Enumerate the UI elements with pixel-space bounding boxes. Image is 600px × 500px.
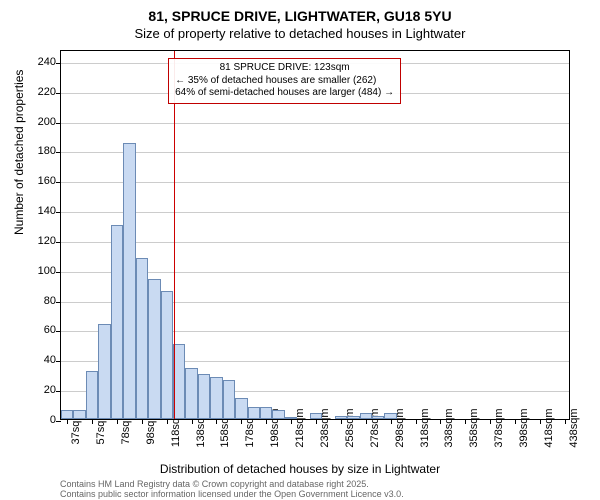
x-tick-label: 438sqm (568, 408, 580, 447)
histogram-bar (61, 410, 73, 419)
histogram-bar (86, 371, 98, 419)
y-tick-label: 140 (0, 205, 56, 217)
histogram-bar (248, 407, 260, 419)
y-tick-label: 0 (0, 414, 56, 426)
y-tick-label: 100 (0, 265, 56, 277)
y-tick-label: 200 (0, 116, 56, 128)
annotation-line-larger: 64% of semi-detached houses are larger (… (175, 87, 394, 100)
histogram-bar (123, 143, 135, 419)
histogram-bar (161, 291, 173, 419)
chart-title: 81, SPRUCE DRIVE, LIGHTWATER, GU18 5YU (0, 0, 600, 24)
histogram-bar (223, 380, 235, 419)
histogram-bar (98, 324, 110, 419)
y-tick-label: 240 (0, 56, 56, 68)
histogram-bar (73, 410, 85, 419)
plot-area: 81 SPRUCE DRIVE: 123sqm← 35% of detached… (60, 50, 570, 420)
y-tick-label: 80 (0, 295, 56, 307)
y-tick-label: 220 (0, 86, 56, 98)
y-tick-label: 180 (0, 145, 56, 157)
chart-subtitle: Size of property relative to detached ho… (0, 24, 600, 41)
histogram-bar (198, 374, 210, 419)
histogram-bar (136, 258, 148, 419)
y-tick-label: 60 (0, 324, 56, 336)
y-tick-label: 20 (0, 384, 56, 396)
chart-container: 81, SPRUCE DRIVE, LIGHTWATER, GU18 5YU S… (0, 0, 600, 500)
attribution-line1: Contains HM Land Registry data © Crown c… (60, 479, 404, 489)
histogram-bar (360, 413, 372, 419)
y-tick-label: 160 (0, 175, 56, 187)
histogram-bar (185, 368, 197, 419)
y-tick-label: 40 (0, 354, 56, 366)
histogram-bar (335, 416, 347, 419)
annotation-line-smaller: ← 35% of detached houses are smaller (26… (175, 75, 394, 88)
histogram-bar (260, 407, 272, 419)
histogram-bar (384, 413, 396, 419)
histogram-bar (148, 279, 160, 419)
histogram-bar (372, 416, 384, 419)
attribution-text: Contains HM Land Registry data © Crown c… (60, 479, 404, 500)
histogram-bar (235, 398, 247, 419)
histogram-bar (111, 225, 123, 419)
histogram-bar (285, 417, 297, 419)
attribution-line2: Contains public sector information licen… (60, 489, 404, 499)
histogram-bar (310, 413, 322, 419)
histogram-bar (210, 377, 222, 419)
y-tick-label: 120 (0, 235, 56, 247)
annotation-title: 81 SPRUCE DRIVE: 123sqm (175, 62, 394, 75)
histogram-bar (272, 410, 284, 419)
histogram-bar (347, 416, 359, 419)
histogram-bars (61, 51, 569, 419)
x-axis-label: Distribution of detached houses by size … (0, 462, 600, 476)
